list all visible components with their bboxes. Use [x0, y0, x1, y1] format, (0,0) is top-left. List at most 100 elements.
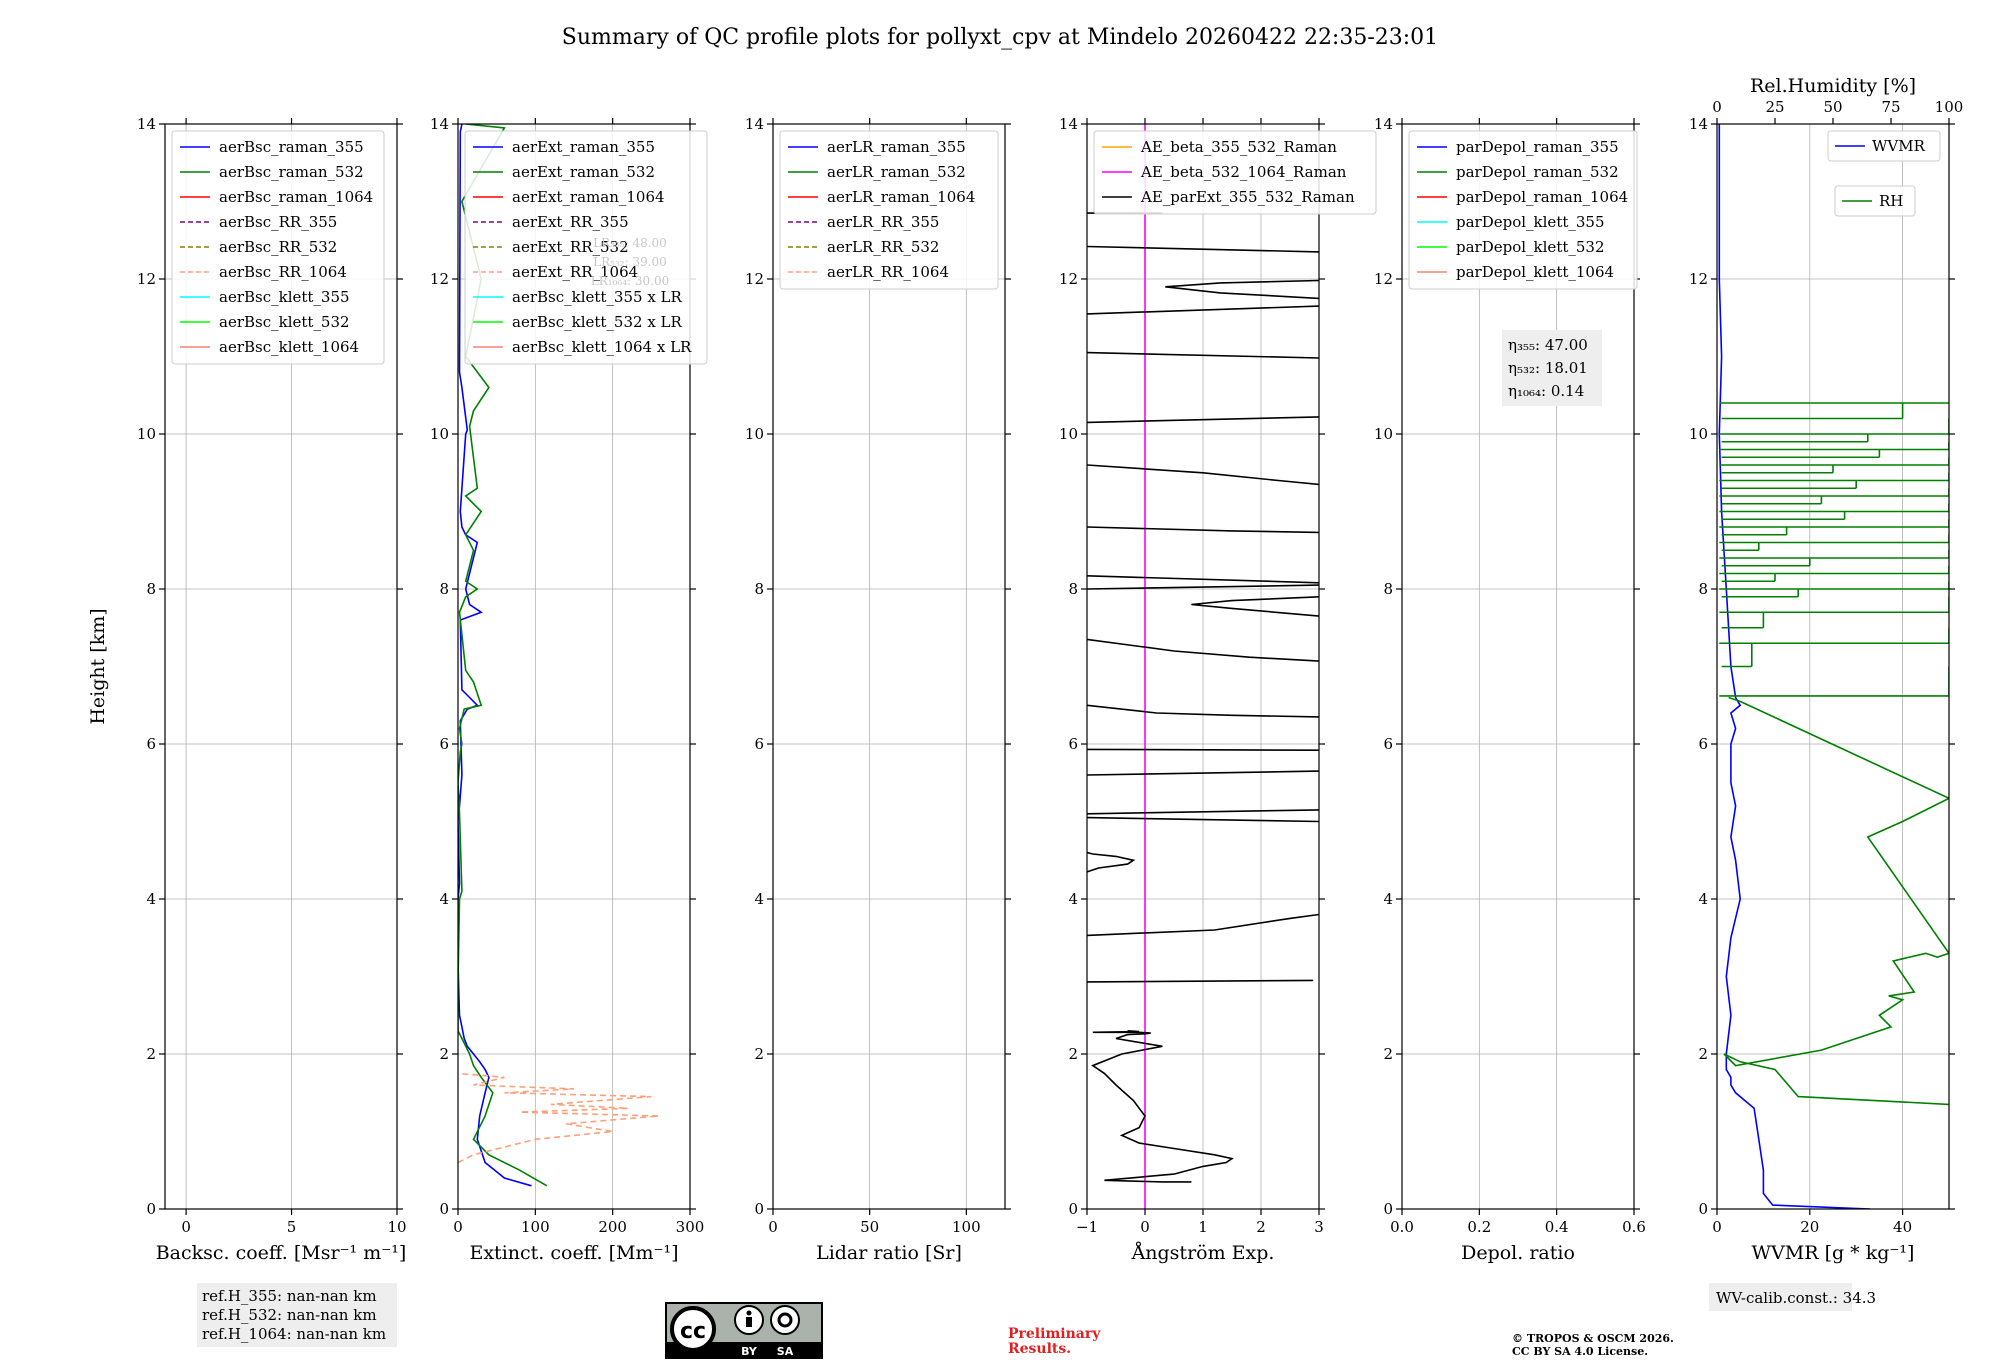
y-tick-label: 14 — [1689, 115, 1708, 133]
legend-label: parDepol_raman_1064 — [1456, 188, 1628, 206]
legend-rh: RH — [1834, 185, 1916, 217]
series-line-AE_parExt_355_532_Raman — [1165, 279, 1319, 300]
axes-frame — [1401, 123, 1635, 1210]
preliminary-line-2: Results. — [1008, 1341, 1071, 1357]
legend-label: AE_beta_355_532_Raman — [1140, 138, 1337, 156]
legend-label: parDepol_klett_355 — [1456, 213, 1605, 231]
series-line-AE_parExt_355_532_Raman — [1087, 464, 1319, 486]
y-tick-label: 4 — [754, 890, 764, 908]
x-tick-label: 0 — [453, 1218, 463, 1236]
panel-lidar_ratio: 0 2 4 6 8 10 12 14 0 50 100 Lidar ratio [Sr] aerLR_r… — [745, 115, 1011, 1264]
series-line-AE_parExt_355_532_Raman — [1087, 851, 1136, 873]
legend-label: aerExt_raman_355 — [512, 138, 655, 156]
copyright-line-1: © TROPOS & OSCM 2026. — [1512, 1332, 1674, 1345]
y-tick-label: 14 — [1374, 115, 1393, 133]
legend-label: aerLR_raman_1064 — [827, 188, 975, 206]
x-tick-label: 2 — [1256, 1218, 1266, 1236]
x-tick-label: 100 — [521, 1218, 550, 1236]
legend-frame — [171, 130, 385, 365]
x-tick-label: 0 — [1140, 1218, 1150, 1236]
legend-frame — [1408, 130, 1638, 290]
cc-license-badge[interactable]: cc BY SA — [665, 1302, 823, 1359]
y-tick-label: 2 — [146, 1045, 156, 1063]
y-tick-label: 8 — [146, 580, 156, 598]
legend-label: aerBsc_RR_532 — [219, 238, 337, 256]
legend-label: aerExt_raman_532 — [512, 163, 655, 181]
series-line-AE_parExt_355_532_Raman — [1087, 770, 1319, 776]
cc-logo-icon — [670, 1306, 716, 1352]
x-axis-label: Depol. ratio — [1461, 1242, 1575, 1264]
x-tick-label: 0 — [768, 1218, 778, 1236]
series-line-RH — [1719, 402, 1949, 697]
legend-label: aerBsc_klett_532 — [219, 313, 350, 331]
legend-label: aerBsc_klett_1064 x LR — [512, 338, 692, 356]
series-line-AE_parExt_355_532_Raman — [1087, 584, 1319, 590]
x-tick-label: 100 — [952, 1218, 981, 1236]
x-tick-label: 50 — [860, 1218, 879, 1236]
y-axis-label: Height [km] — [87, 608, 109, 724]
eta-value: η₁₀₆₄: 0.14 — [1508, 382, 1584, 400]
panel-backscatter: 0 2 4 6 8 10 12 14 0 5 10 Backsc. coeff. [Msr⁻¹ m⁻¹… — [87, 115, 407, 1264]
y-tick-label: 14 — [745, 115, 764, 133]
legend-label: aerBsc_raman_532 — [219, 163, 364, 181]
y-tick-label: 12 — [137, 270, 156, 288]
wv-calib-box — [1709, 1283, 1852, 1311]
y-tick-label: 0 — [754, 1200, 764, 1218]
legend-frame — [1093, 130, 1377, 215]
top-x-axis-label: Rel.Humidity [%] — [1750, 75, 1916, 97]
y-tick-label: 2 — [1698, 1045, 1708, 1063]
eta-value: η₅₃₂: 18.01 — [1508, 359, 1588, 377]
x-tick-label: 20 — [1800, 1218, 1819, 1236]
series-group — [1718, 124, 1949, 1209]
ref-height-532: ref.H_532: nan-nan km — [202, 1306, 377, 1324]
legend-label: parDepol_raman_355 — [1456, 138, 1619, 156]
legend-label: aerLR_raman_532 — [827, 163, 966, 181]
legend-label: aerExt_raman_1064 — [512, 188, 665, 206]
legend-label: parDepol_klett_1064 — [1456, 263, 1614, 281]
x-tick-label: 0.4 — [1545, 1218, 1569, 1236]
cc-sa-label: SA — [777, 1345, 794, 1358]
y-tick-label: 12 — [430, 270, 449, 288]
x-axis-label: Extinct. coeff. [Mm⁻¹] — [469, 1242, 678, 1264]
series-line-WVMR — [1718, 124, 1871, 1209]
y-tick-label: 2 — [1068, 1045, 1078, 1063]
series-line-AE_parExt_355_532_Raman — [1087, 913, 1319, 937]
y-tick-label: 6 — [1068, 735, 1078, 753]
y-tick-label: 4 — [1698, 890, 1708, 908]
y-tick-label: 10 — [137, 425, 156, 443]
top-x-tick-label: 50 — [1823, 98, 1842, 116]
series-line-AE_parExt_355_532_Raman — [1191, 596, 1319, 617]
x-tick-label: 0 — [1712, 1218, 1722, 1236]
preliminary-line-1: Preliminary — [1008, 1326, 1101, 1342]
lr-annotation: LR₁₀₆₄: 30.00 — [591, 274, 669, 288]
legend-label-wvmr: WVMR — [1872, 137, 1926, 155]
legend-label: aerLR_RR_355 — [827, 213, 939, 231]
legend-label: aerExt_RR_532 — [512, 238, 629, 256]
series-line-AE_parExt_355_532_Raman — [1087, 526, 1319, 534]
y-tick-label: 12 — [745, 270, 764, 288]
series-line-AE_parExt_355_532_Raman — [1087, 305, 1319, 315]
y-tick-label: 0 — [439, 1200, 449, 1218]
x-tick-label: −1 — [1076, 1218, 1098, 1236]
y-tick-label: 10 — [1059, 425, 1078, 443]
top-x-tick-label: 75 — [1881, 98, 1900, 116]
figure-title: Summary of QC profile plots for pollyxt_… — [562, 25, 1438, 50]
y-tick-label: 6 — [1383, 735, 1393, 753]
cc-logo-text: cc — [680, 1319, 706, 1344]
legend: parDepol_raman_355 parDepol_raman_532 parD… — [1408, 130, 1638, 290]
y-tick-label: 0 — [146, 1200, 156, 1218]
y-tick-label: 0 — [1068, 1200, 1078, 1218]
legend-label: aerBsc_klett_1064 — [219, 338, 359, 356]
legend-frame — [464, 130, 708, 365]
ref-height-1064: ref.H_1064: nan-nan km — [202, 1325, 386, 1343]
eta-value: η₃₅₅: 47.00 — [1508, 336, 1588, 354]
top-x-tick-label: 100 — [1935, 98, 1964, 116]
y-tick-label: 2 — [439, 1045, 449, 1063]
legend-label: aerLR_RR_532 — [827, 238, 939, 256]
series-line-AE_parExt_355_532_Raman — [1087, 351, 1319, 359]
y-tick-label: 8 — [1068, 580, 1078, 598]
legend-label-rh: RH — [1879, 192, 1903, 210]
series-line-AE_parExt_355_532_Raman — [1087, 416, 1319, 424]
axes-frame — [164, 123, 398, 1210]
legend-label: AE_beta_532_1064_Raman — [1140, 163, 1347, 181]
